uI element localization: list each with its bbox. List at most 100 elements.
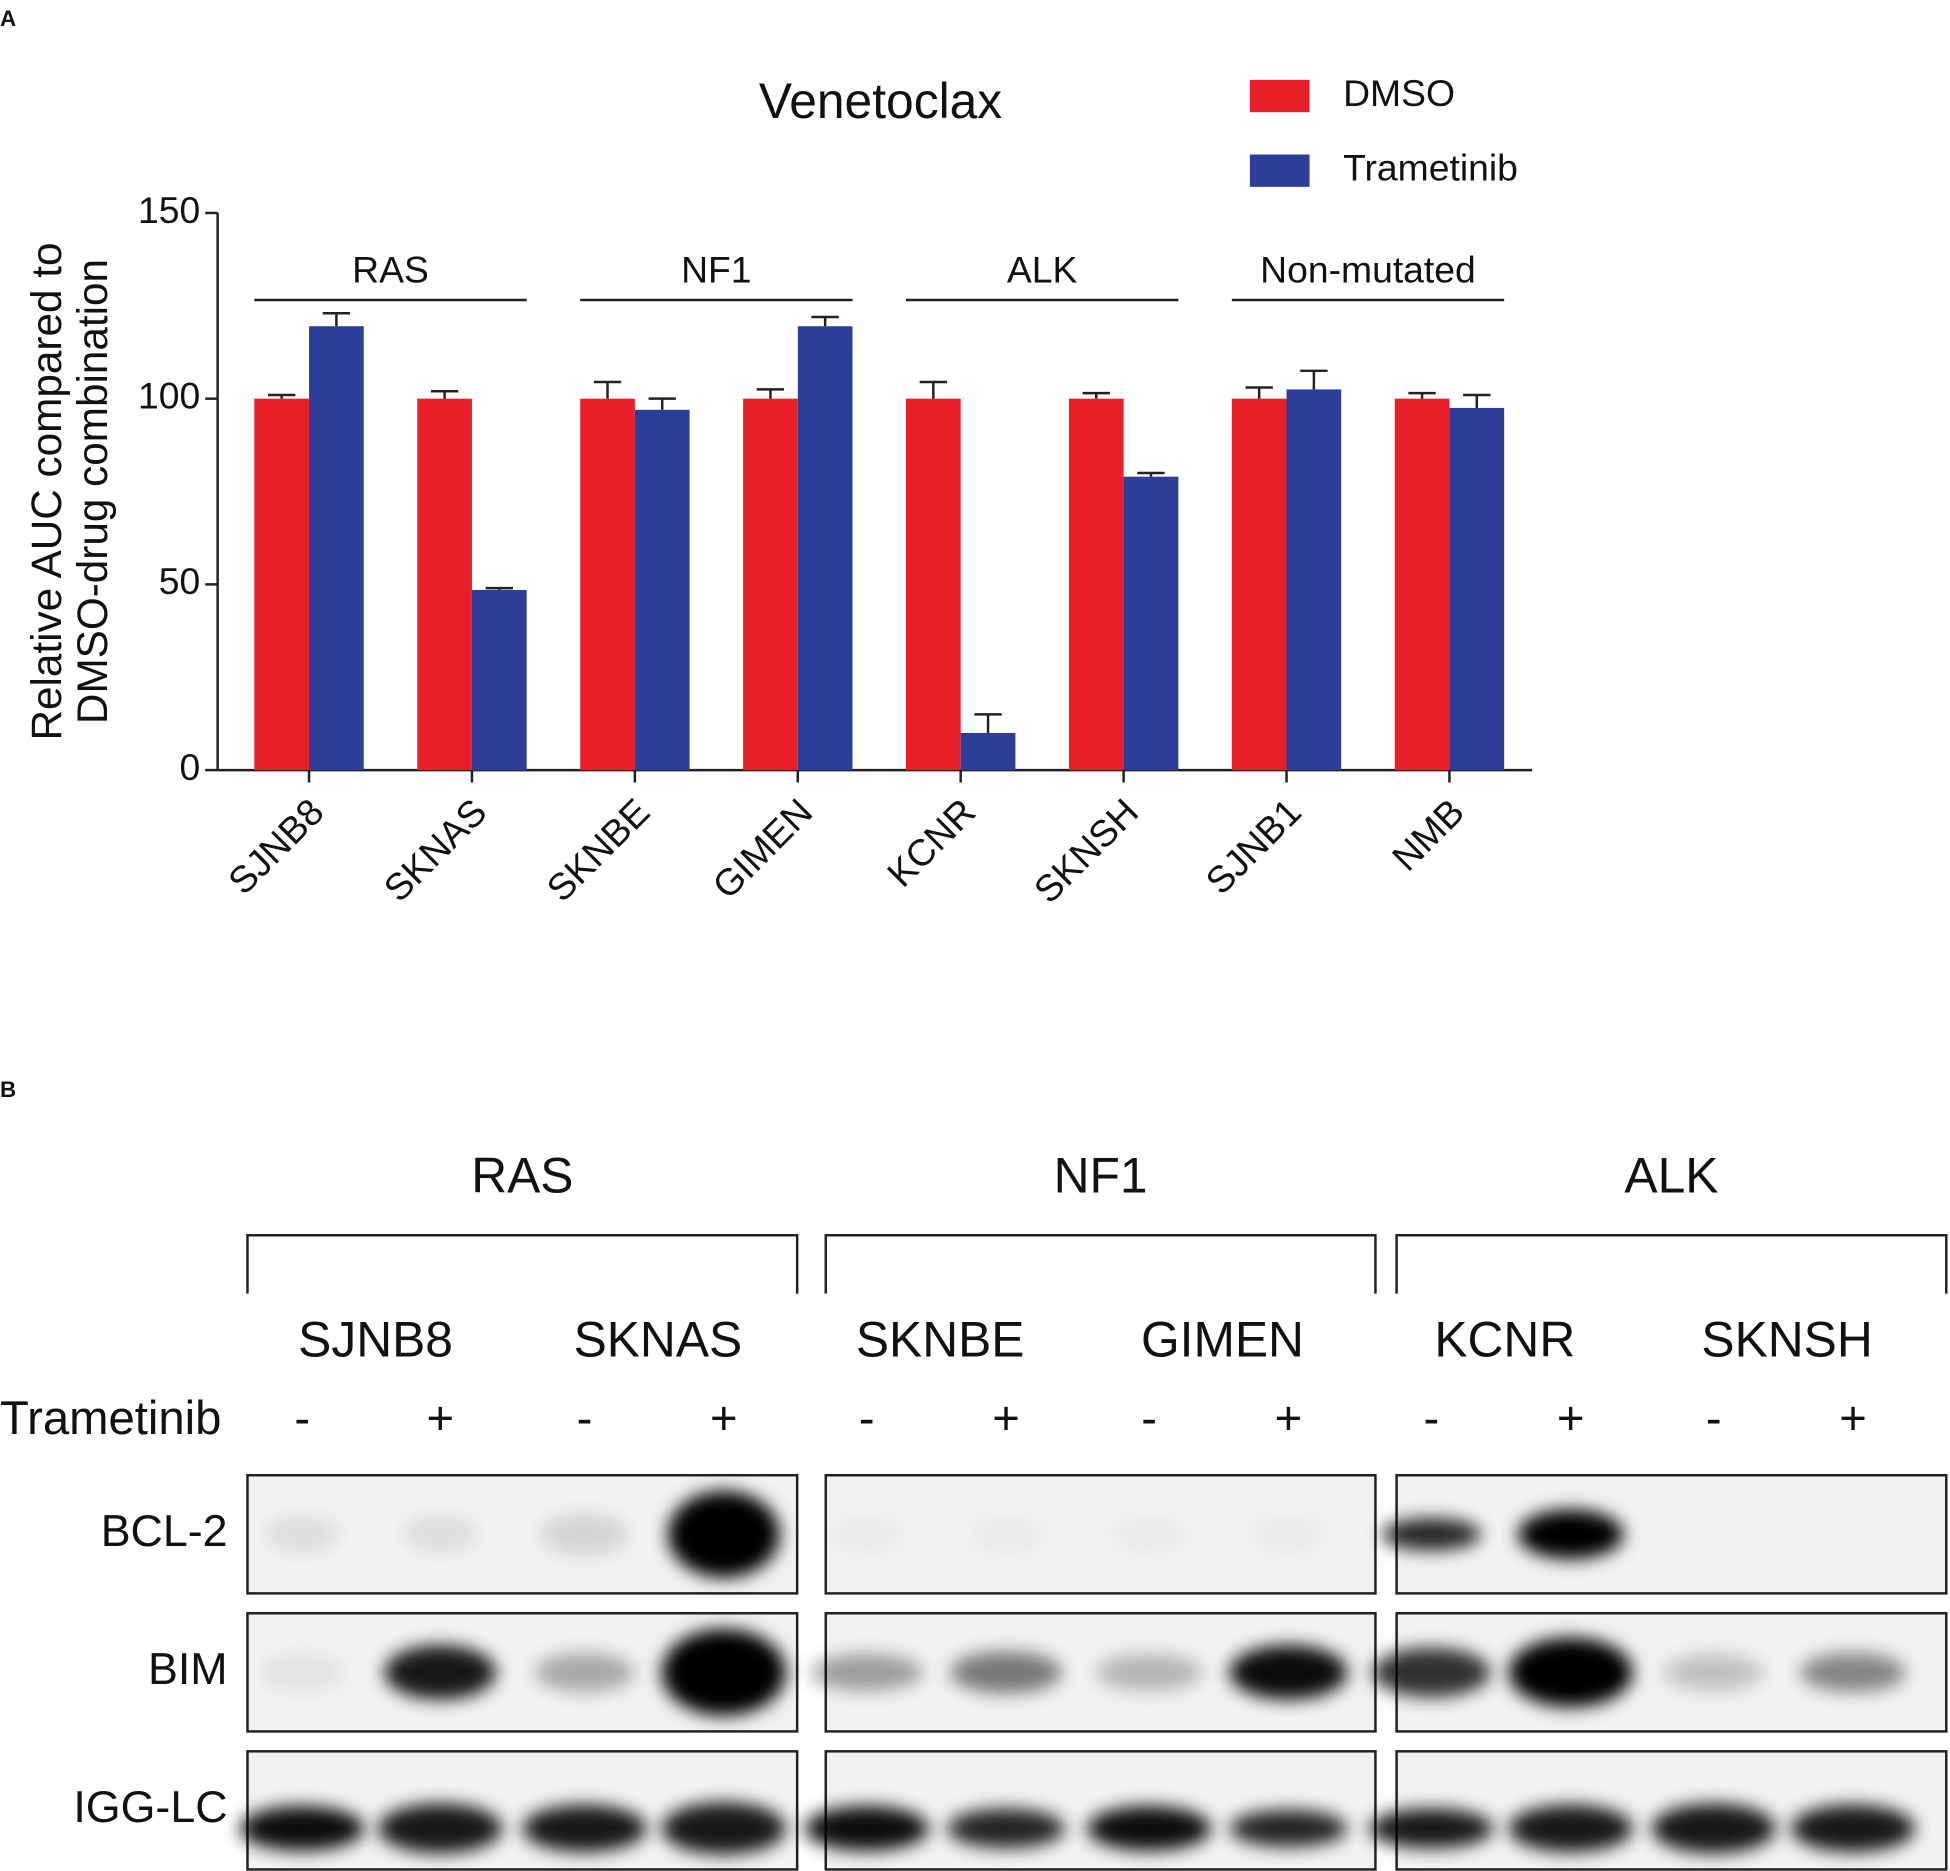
bar [471,589,527,771]
bar [254,398,310,771]
group-label: NF1 [1054,1147,1148,1203]
treatment-sign: - [1706,1392,1722,1445]
treatment-sign: - [1424,1392,1440,1445]
bar [743,398,798,771]
blot-band [378,1803,503,1854]
cell-line-label: GIMEN [1141,1312,1304,1368]
treatment-sign: + [1275,1392,1303,1445]
legend-label: Trametinib [1343,147,1518,189]
error-bar [593,380,622,399]
group-label: NF1 [681,249,751,291]
bar [1286,389,1342,771]
blot-band [947,1808,1066,1849]
blot-band [829,1516,904,1553]
error-bar [1137,471,1165,477]
blot-band [534,1652,635,1693]
blot-band [1086,1806,1212,1851]
bar [905,398,961,771]
blot-band [1508,1804,1633,1853]
blot-band [810,1653,923,1692]
treatment-sign: + [710,1392,738,1445]
panel-label: A [0,6,16,31]
treatment-sign: - [294,1392,310,1445]
blot-frame [824,1473,1377,1595]
blot-band [240,1806,365,1851]
bar [1231,398,1287,771]
x-tick-label: SKNBE [538,790,657,909]
cell-line-label: KCNR [1434,1312,1575,1368]
bar [417,398,472,771]
treatment-sign: - [1141,1392,1157,1445]
error-bar [322,311,351,327]
x-tick-label: SKNAS [375,790,494,909]
error-bar [974,713,1002,733]
row-label: BIM [148,1644,228,1694]
blot-band [264,1515,340,1553]
blot-band [258,1653,346,1692]
row-label: IGG-LC [73,1782,227,1832]
blot-frame [1395,1473,1948,1595]
error-bar [919,380,948,399]
cell-line-label: SKNSH [1701,1312,1872,1368]
blot-band [1651,1803,1776,1854]
blot-band [1372,1647,1491,1698]
blot-band [661,1802,786,1855]
blot-band [804,1806,929,1851]
group-label: RAS [471,1147,573,1203]
treatment-sign: + [426,1392,454,1445]
blot-band [1369,1808,1494,1849]
y-tick-label: 150 [138,189,200,231]
blot-band [384,1644,497,1700]
blot-band [667,1490,780,1578]
error-bar [1408,391,1436,399]
x-tick-label: GIMEN [704,790,820,906]
row-label: BCL-2 [101,1506,228,1556]
y-axis-label: DMSO-drug combination [69,259,116,724]
error-bar [485,586,513,590]
blot-band [1112,1516,1187,1553]
treatment-label: Trametinib [0,1392,221,1445]
cell-line-label: SKNBE [856,1312,1025,1368]
group-label: ALK [1007,249,1078,291]
group-label: ALK [1624,1147,1718,1203]
x-tick-label: NMB [1384,790,1472,878]
y-axis-label: Relative AUC compared to [23,243,70,741]
chart-title: Venetoclax [759,73,1002,129]
bracket [246,1233,799,1294]
x-tick-label: SKNSH [1026,790,1147,911]
bracket [1395,1233,1948,1294]
bar [1123,476,1179,771]
error-bar [430,389,459,399]
y-tick-label: 100 [138,375,200,417]
treatment-sign: + [1557,1392,1585,1445]
blot-band [1508,1637,1633,1708]
error-bar [756,388,785,399]
blot-band [522,1804,647,1853]
bar [797,326,853,771]
blot-band [1381,1518,1482,1551]
treatment-sign: + [1839,1392,1867,1445]
blot-band [1229,1809,1348,1848]
bracket [824,1233,1377,1294]
blot-band [969,1516,1044,1553]
cell-line-label: SKNAS [574,1312,743,1368]
error-bar [811,315,839,327]
group-label: Non-mutated [1260,249,1476,291]
treatment-sign: - [859,1392,875,1445]
blot-band [1229,1644,1348,1700]
blot-band [402,1515,478,1553]
bar [960,732,1016,771]
blot-band [1517,1509,1624,1560]
blot-band [540,1513,629,1556]
blot-band [1663,1653,1764,1692]
legend-label: DMSO [1343,72,1455,114]
x-tick-label: SJNB1 [1197,790,1309,902]
blot-band [1096,1653,1202,1692]
y-tick-label: 50 [159,560,201,602]
error-bar [268,393,296,399]
bar [1068,398,1124,771]
legend-swatch [1249,154,1310,187]
error-bar [1082,391,1110,399]
treatment-sign: - [577,1392,593,1445]
